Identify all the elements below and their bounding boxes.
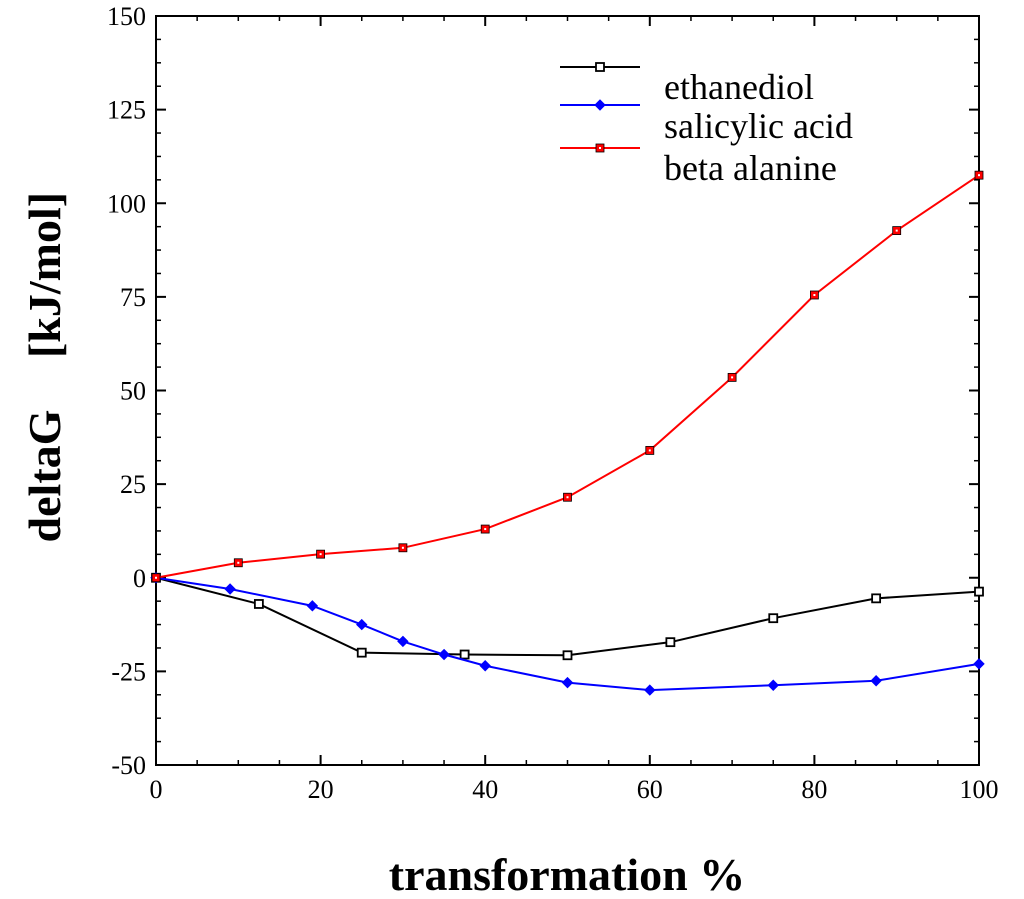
point-salicylic-acid bbox=[224, 583, 236, 595]
point-salicylic-acid bbox=[644, 684, 656, 696]
y-axis-title: deltaG [kJ/mol] bbox=[19, 192, 70, 543]
y-tick-label: -25 bbox=[111, 657, 146, 686]
point-salicylic-acid bbox=[870, 675, 882, 687]
point-salicylic-acid bbox=[973, 658, 985, 670]
y-tick-label: 25 bbox=[120, 470, 146, 499]
x-tick-label: 100 bbox=[960, 775, 999, 804]
x-tick-label: 0 bbox=[150, 775, 163, 804]
point-beta-alanine-center bbox=[319, 553, 322, 556]
series-ethanediol bbox=[151, 572, 984, 661]
y-axis-label-units: [kJ/mol] bbox=[19, 192, 70, 358]
y-tick-label: 50 bbox=[120, 377, 146, 406]
y-tick-label: 75 bbox=[120, 283, 146, 312]
point-beta-alanine-center bbox=[648, 449, 651, 452]
point-beta-alanine-center bbox=[401, 546, 404, 549]
legend-marker-salicylic-acid bbox=[594, 99, 606, 111]
point-salicylic-acid bbox=[479, 660, 491, 672]
point-salicylic-acid bbox=[306, 600, 319, 612]
legend-label-ethanediol: ethanediol bbox=[664, 67, 814, 107]
y-tick-label: 100 bbox=[107, 189, 146, 218]
y-axis-label-deltaG: deltaG bbox=[19, 410, 70, 543]
series-line-ethanediol bbox=[155, 576, 980, 657]
point-beta-alanine-center bbox=[978, 174, 980, 177]
point-ethanediol bbox=[356, 647, 367, 658]
point-beta-alanine-center bbox=[813, 294, 816, 297]
series-salicylic-acid bbox=[150, 572, 985, 696]
y-tick-label: 150 bbox=[107, 2, 146, 31]
point-beta-alanine-center bbox=[237, 561, 240, 564]
x-axis-title: transformation % bbox=[389, 849, 745, 899]
point-salicylic-acid bbox=[767, 679, 779, 691]
legend-marker-beta-alanine-center bbox=[599, 147, 601, 149]
point-ethanediol bbox=[871, 593, 882, 604]
point-salicylic-acid bbox=[561, 676, 574, 689]
point-beta-alanine-center bbox=[155, 576, 157, 579]
x-tick-label: 40 bbox=[472, 775, 498, 804]
series-line-beta-alanine bbox=[155, 174, 980, 579]
legend-marker-ethanediol bbox=[595, 62, 605, 72]
point-ethanediol bbox=[253, 599, 264, 609]
y-tick-label: 0 bbox=[133, 564, 146, 593]
point-salicylic-acid bbox=[438, 648, 450, 661]
x-tick-label: 20 bbox=[308, 775, 334, 804]
point-salicylic-acid bbox=[397, 635, 409, 648]
y-tick-label: 125 bbox=[107, 96, 146, 125]
point-beta-alanine-center bbox=[895, 229, 898, 232]
point-salicylic-acid bbox=[356, 618, 368, 631]
point-ethanediol bbox=[459, 649, 470, 660]
series-line-salicylic-acid bbox=[155, 576, 980, 692]
point-ethanediol bbox=[562, 650, 573, 661]
point-ethanediol bbox=[768, 613, 779, 624]
y-tick-label: -50 bbox=[111, 751, 146, 780]
point-ethanediol bbox=[974, 586, 984, 597]
x-tick-label: 80 bbox=[801, 775, 827, 804]
series-beta-alanine bbox=[151, 170, 984, 583]
point-beta-alanine-center bbox=[566, 496, 569, 499]
legend-label-salicylic-acid: salicylic acid bbox=[664, 106, 853, 146]
legend-label-beta-alanine: beta alanine bbox=[664, 148, 837, 188]
point-beta-alanine-center bbox=[484, 528, 487, 531]
point-beta-alanine-center bbox=[731, 376, 734, 379]
x-tick-label: 60 bbox=[637, 775, 663, 804]
point-ethanediol bbox=[665, 637, 676, 648]
